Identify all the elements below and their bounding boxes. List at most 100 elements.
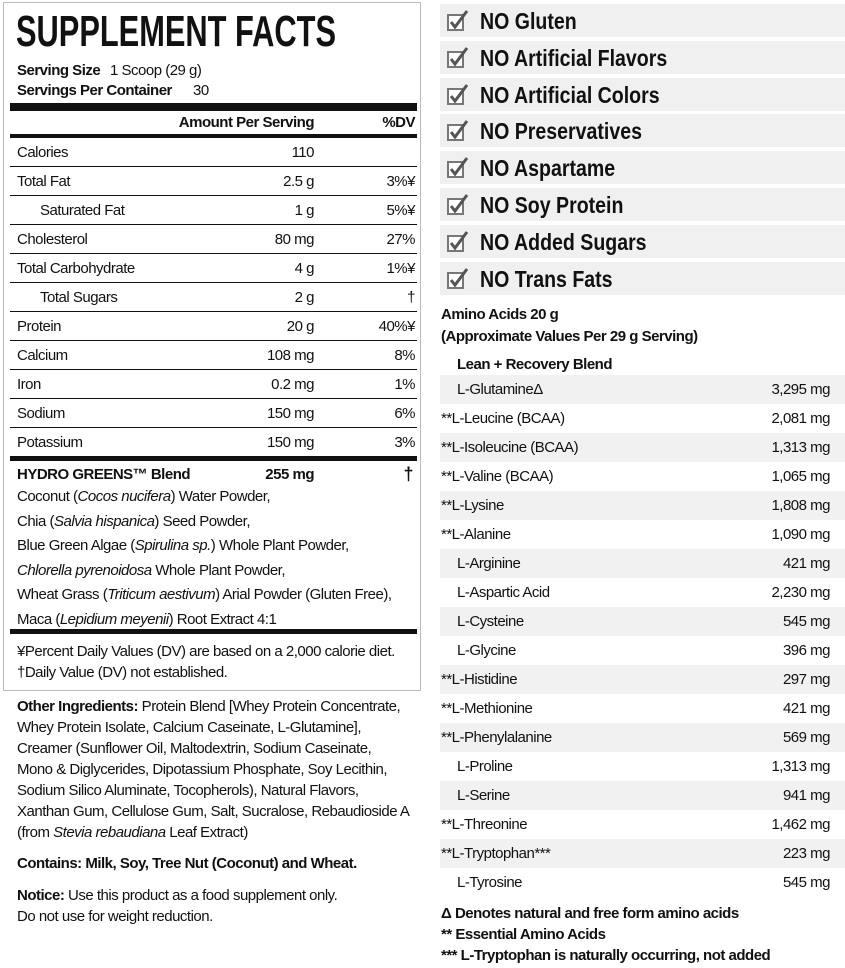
- other-ingredients-line: Whey Protein Isolate, Calcium Caseinate,…: [17, 720, 362, 735]
- other-ingredients-line: Other Ingredients: Protein Blend [Whey P…: [17, 699, 401, 714]
- amino-name: L-Proline: [457, 758, 513, 775]
- text-segment: Mono & Diglycerides, Dipotassium Phospha…: [17, 761, 388, 778]
- ingredient-line: Wheat Grass (Triticum aestivum) Arial Po…: [17, 587, 392, 602]
- contains-line: Contains: Milk, Soy, Tree Nut (Coconut) …: [17, 856, 357, 871]
- amino-row-bg: [440, 607, 845, 636]
- column-header: %DV: [382, 114, 415, 131]
- text-segment: Sodium Silico Aluminate, Tocopherols), N…: [17, 782, 359, 799]
- nutrient-amount: 0.2 mg: [271, 376, 314, 393]
- check-svg: [447, 194, 469, 215]
- notice-line: Do not use for weight reduction.: [17, 909, 213, 924]
- text-segment: Notice:: [17, 887, 65, 904]
- text-segment: ) Whole Plant Powder,: [210, 537, 349, 554]
- check-box: [447, 14, 464, 31]
- amino-amount: 941 mg: [782, 787, 831, 804]
- footnote: ¥Percent Daily Values (DV) are based on …: [17, 643, 395, 660]
- check-mark: [449, 46, 469, 67]
- check-box: [447, 161, 464, 179]
- check-svg: [447, 230, 469, 252]
- claim-row: [440, 151, 845, 185]
- amino-row-bg: [440, 375, 845, 404]
- text-segment: Contains: Milk, Soy, Tree Nut (Coconut) …: [17, 855, 357, 872]
- text-segment: Xanthan Gum, Cellulose Gum, Salt, Sucral…: [17, 803, 410, 820]
- text-segment: Do not use for weight reduction.: [17, 908, 213, 925]
- amino-row-bg: [440, 723, 845, 752]
- amino-footnote: Δ Denotes natural and free form amino ac…: [441, 905, 739, 922]
- nutrient-name: Calcium: [17, 347, 68, 364]
- amino-footnote: *** L-Tryptophan is naturally occurring,…: [441, 947, 771, 964]
- text-segment: Spirulina sp.: [134, 537, 212, 554]
- claim: NO Trans Fats: [480, 265, 613, 292]
- claim: NO Soy Protein: [480, 192, 624, 218]
- other-ingredients-line: (from Stevia rebaudiana Leaf Extract): [17, 825, 248, 840]
- amino-footnote: ** Essential Amino Acids: [441, 926, 606, 943]
- footnote: †Daily Value (DV) not established.: [17, 664, 228, 681]
- amino-name: **L-Threonine: [441, 816, 528, 833]
- text-segment: Whole Plant Powder,: [151, 561, 286, 579]
- amino-amount: 1,462 mg: [771, 816, 830, 833]
- text-segment: ) Seed Powder,: [154, 512, 250, 530]
- text-segment: Chia (: [17, 512, 55, 530]
- text-segment: Creamer (Sunflower Oil, Maltodextrin, So…: [17, 740, 372, 757]
- nutrient-dv: 5%¥: [386, 202, 415, 219]
- check-svg: [447, 10, 469, 31]
- nutrient-amount: 150 mg: [266, 405, 315, 422]
- amino-name: **L-Tryptophan***: [441, 845, 551, 862]
- text-segment: Salvia hispanica: [54, 512, 155, 530]
- rule: [10, 311, 417, 312]
- check-icon: [446, 9, 470, 36]
- amino-amount: 1,313 mg: [771, 758, 830, 775]
- blend-amount: 255 mg: [265, 466, 314, 483]
- ingredient-line: Coconut (Cocos nucifera) Water Powder,: [17, 489, 271, 504]
- check-icon: [446, 193, 470, 220]
- check-mark: [449, 10, 469, 30]
- amino-name: **L-Phenylalanine: [441, 729, 552, 746]
- check-icon: [446, 230, 470, 257]
- amino-amount: 2,081 mg: [771, 410, 830, 427]
- claim-row: [440, 224, 845, 258]
- amino-amount: 3,295 mg: [771, 381, 830, 398]
- amino-amount: 1,313 mg: [771, 439, 830, 456]
- check-icon: [446, 156, 470, 183]
- amino-name: L-Serine: [457, 787, 510, 804]
- amino-amount: 223 mg: [782, 845, 831, 862]
- amino-amount: 545 mg: [782, 613, 831, 630]
- claim: NO Added Sugars: [480, 228, 647, 255]
- nutrient-dv: 27%: [386, 231, 415, 248]
- amino-amount: 1,090 mg: [771, 526, 830, 543]
- rule: [10, 282, 417, 283]
- amino-amount: 569 mg: [782, 729, 831, 746]
- other-ingredients-line: Sodium Silico Aluminate, Tocopherols), N…: [17, 783, 359, 798]
- nutrient-amount: 1 g: [294, 202, 315, 219]
- claim-row: [440, 114, 845, 148]
- check-icon: [446, 267, 470, 294]
- claim: NO Gluten: [480, 8, 577, 34]
- check-icon: [446, 119, 470, 146]
- nutrient-amount: 2 g: [294, 289, 315, 306]
- nutrient-name: Iron: [17, 376, 41, 393]
- nutrient-amount: 20 g: [286, 318, 315, 335]
- check-svg: [447, 267, 469, 289]
- amino-row-bg: [440, 491, 845, 520]
- amino-name: L-Cysteine: [457, 613, 524, 630]
- check-box: [447, 87, 464, 105]
- claim: NO Artificial Flavors: [480, 44, 668, 71]
- nutrient-name: Saturated Fat: [40, 202, 125, 219]
- nutrient-name: Potassium: [17, 434, 83, 451]
- claim: NO Artificial Colors: [480, 81, 660, 108]
- check-icon: [446, 46, 470, 73]
- text-segment: Maca (: [17, 610, 60, 628]
- ingredient-line: Chlorella pyrenoidosa Whole Plant Powder…: [17, 561, 286, 579]
- text-segment: Leaf Extract): [165, 824, 248, 841]
- blend-name: HYDRO GREENS™ Blend: [17, 466, 191, 483]
- blend-dv: †: [403, 464, 413, 484]
- nutrient-dv: †: [407, 289, 415, 306]
- amino-name: L-Aspartic Acid: [457, 584, 550, 601]
- amino-row-bg: [440, 665, 845, 694]
- rule: [10, 134, 417, 138]
- check-mark: [449, 83, 469, 104]
- text-segment: Chlorella pyrenoidosa: [17, 561, 152, 579]
- amino-blend: Lean + Recovery Blend: [457, 356, 612, 373]
- amino-amount: 1,808 mg: [771, 497, 830, 514]
